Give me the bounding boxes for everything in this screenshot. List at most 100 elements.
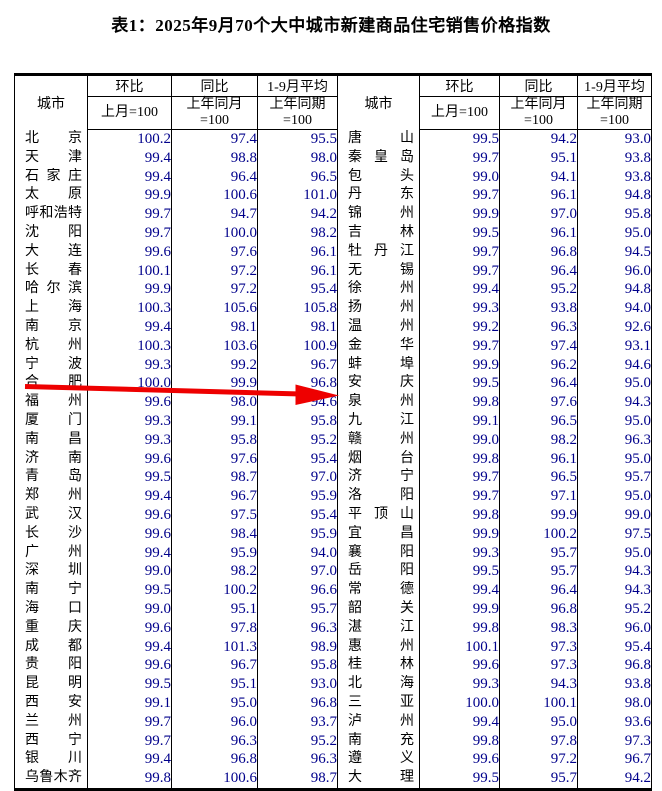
value-cell: 99.3: [419, 299, 500, 318]
value-cell: 99.9: [419, 599, 500, 619]
city-cell: 贵阳: [14, 656, 88, 676]
value-cell: 100.2: [499, 524, 578, 544]
value-cell: 96.8: [171, 750, 258, 770]
city-cell: 洛阳: [337, 487, 420, 506]
value-cell: 97.2: [171, 261, 258, 281]
value-cell: 96.7: [171, 487, 258, 506]
value-cell: 94.1: [499, 167, 578, 187]
value-cell: 99.9: [419, 355, 500, 375]
value-cell: 97.0: [257, 468, 338, 488]
city-name: 南昌: [25, 431, 82, 447]
value-cell: 94.2: [577, 769, 652, 790]
value-cell: 96.0: [577, 261, 652, 281]
value-cell: 99.4: [419, 712, 500, 732]
value-cell: 99.3: [87, 411, 172, 431]
value-cell: 101.0: [257, 186, 338, 206]
value-cell: 95.0: [577, 449, 652, 469]
city-name: 重庆: [25, 619, 82, 635]
city-cell: 南京: [14, 317, 88, 337]
value-cell: 98.9: [257, 637, 338, 657]
value-cell: 96.4: [499, 374, 578, 394]
city-name: 金华: [348, 337, 414, 353]
value-cell: 96.5: [257, 167, 338, 187]
value-cell: 100.6: [171, 769, 258, 790]
table-row: 青岛 99.5 98.7 97.0 济宁 99.7 96.5 95.7: [14, 468, 652, 488]
city-name: 成都: [25, 638, 82, 654]
city-name: 安庆: [348, 375, 414, 391]
value-cell: 94.3: [499, 675, 578, 694]
city-cell: 济南: [14, 449, 88, 469]
value-cell: 97.6: [171, 449, 258, 469]
col-header-city-right: 城市: [337, 74, 420, 130]
value-cell: 99.9: [87, 280, 172, 300]
value-cell: 93.6: [577, 712, 652, 732]
value-cell: 95.9: [171, 543, 258, 563]
value-cell: 99.6: [87, 393, 172, 412]
table-row: 贵阳 99.6 96.7 95.8 桂林 99.6 97.3 96.8: [14, 656, 652, 676]
value-cell: 99.1: [419, 411, 500, 431]
table-row: 天津 99.4 98.8 98.0 秦皇岛 99.7 95.1 93.8: [14, 148, 652, 168]
value-cell: 97.6: [171, 242, 258, 262]
city-name: 遵义: [348, 751, 414, 767]
value-cell: 99.5: [87, 581, 172, 600]
value-cell: 98.4: [171, 524, 258, 544]
city-name: 昆明: [25, 676, 82, 692]
value-cell: 98.7: [257, 769, 338, 790]
page-title: 表1：2025年9月70个大中城市新建商品住宅销售价格指数: [111, 16, 551, 35]
value-cell: 99.7: [419, 186, 500, 206]
city-name: 秦皇岛: [348, 149, 414, 165]
city-cell: 吉林: [337, 223, 420, 243]
value-cell: 99.4: [419, 280, 500, 300]
value-cell: 97.2: [499, 750, 578, 770]
value-cell: 100.0: [171, 223, 258, 243]
value-cell: 99.7: [419, 261, 500, 281]
city-cell: 呼和浩特: [14, 205, 88, 224]
city-cell: 岳阳: [337, 562, 420, 582]
value-cell: 97.5: [171, 505, 258, 525]
table-row: 武汉 99.6 97.5 95.4 平顶山 99.8 99.9 99.0: [14, 505, 652, 525]
city-cell: 烟台: [337, 449, 420, 469]
value-cell: 100.2: [171, 581, 258, 600]
value-cell: 95.9: [257, 487, 338, 506]
value-cell: 99.7: [419, 468, 500, 488]
value-cell: 95.0: [499, 712, 578, 732]
value-cell: 101.3: [171, 637, 258, 657]
value-cell: 94.0: [257, 543, 338, 563]
value-cell: 97.1: [499, 487, 578, 506]
value-cell: 99.8: [419, 618, 500, 638]
table-row: 福州 99.6 98.0 94.6 泉州 99.8 97.6 94.3: [14, 393, 652, 412]
table-row: 合肥 100.0 99.9 96.8 安庆 99.5 96.4 95.0: [14, 374, 652, 394]
value-cell: 96.8: [257, 374, 338, 394]
city-cell: 泸州: [337, 712, 420, 732]
value-cell: 94.3: [577, 393, 652, 412]
value-cell: 95.7: [499, 769, 578, 790]
value-cell: 99.4: [87, 317, 172, 337]
value-cell: 97.0: [499, 205, 578, 224]
city-name: 南充: [348, 732, 414, 748]
city-name: 洛阳: [348, 488, 414, 504]
table-row: 宁波 99.3 99.2 96.7 蚌埠 99.9 96.2 94.6: [14, 355, 652, 375]
value-cell: 99.6: [87, 656, 172, 676]
value-cell: 100.1: [499, 693, 578, 713]
city-name: 九江: [348, 412, 414, 428]
city-name: 平顶山: [348, 506, 414, 522]
price-index-table: 城市 环比 同比 1-9月平均 城市 环比 同比 1-9月平均 上月=100 上…: [14, 73, 652, 791]
table-row: 南京 99.4 98.1 98.1 温州 99.2 96.3 92.6: [14, 317, 652, 337]
table-row: 上海 100.3 105.6 105.8 扬州 99.3 93.8 94.0: [14, 299, 652, 318]
table-row: 深圳 99.0 98.2 97.0 岳阳 99.5 95.7 94.3: [14, 562, 652, 582]
value-cell: 99.5: [419, 769, 500, 790]
table-row: 广州 99.4 95.9 94.0 襄阳 99.3 95.7 95.0: [14, 543, 652, 563]
city-name: 赣州: [348, 431, 414, 447]
city-name: 贵阳: [25, 657, 82, 673]
value-cell: 95.1: [499, 148, 578, 168]
value-cell: 99.9: [419, 524, 500, 544]
col-header-mom-right: 环比: [419, 74, 500, 97]
value-cell: 95.8: [577, 205, 652, 224]
value-cell: 100.6: [171, 186, 258, 206]
value-cell: 96.7: [171, 656, 258, 676]
value-cell: 96.8: [499, 599, 578, 619]
value-cell: 99.4: [87, 148, 172, 168]
value-cell: 94.0: [577, 299, 652, 318]
value-cell: 97.2: [171, 280, 258, 300]
city-name: 蚌埠: [348, 356, 414, 372]
